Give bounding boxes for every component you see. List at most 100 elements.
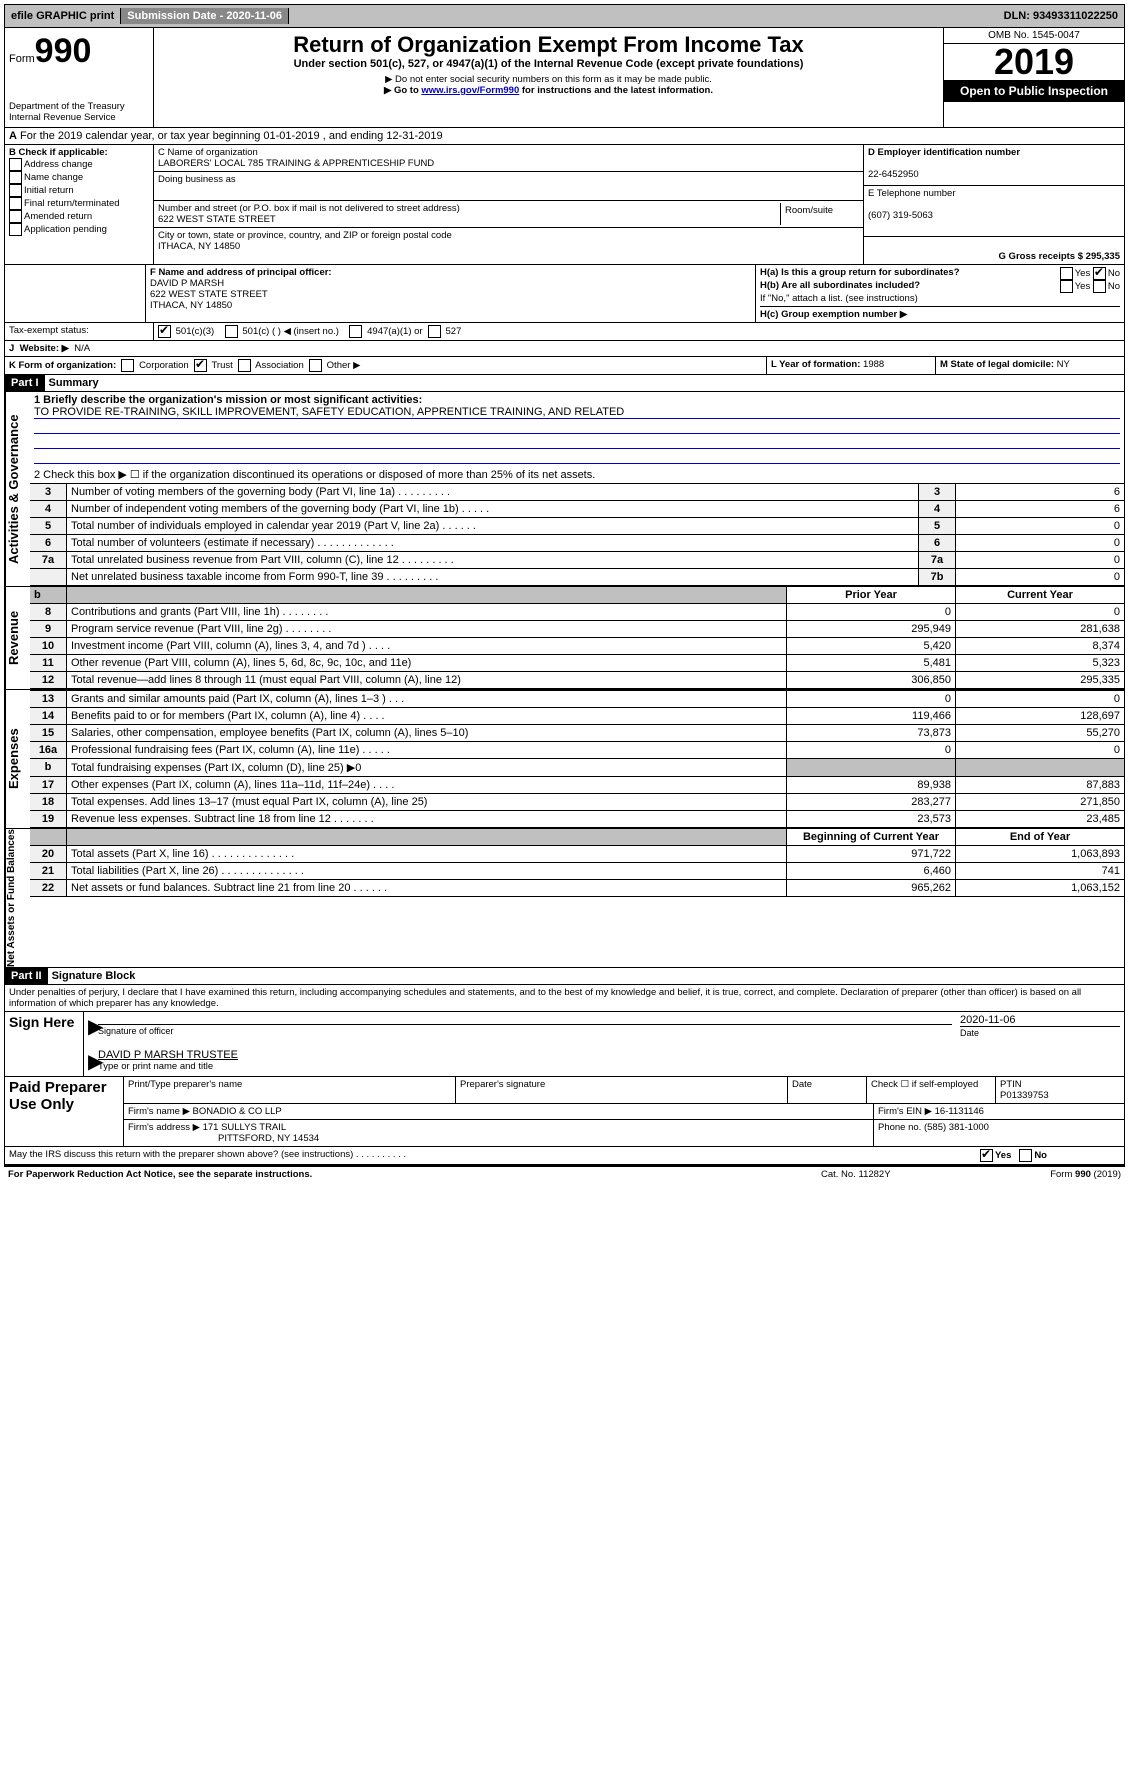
form-footer: Form 990 (2019) bbox=[981, 1169, 1121, 1180]
check-amended[interactable] bbox=[9, 210, 22, 223]
check-other[interactable] bbox=[309, 359, 322, 372]
officer-name: DAVID P MARSH bbox=[150, 278, 224, 289]
revenue-table: b Prior Year Current Year 8Contributions… bbox=[30, 587, 1124, 689]
col-end-year: End of Year bbox=[1010, 831, 1070, 843]
line-a-text: For the 2019 calendar year, or tax year … bbox=[20, 130, 443, 142]
box-h: H(a) Is this a group return for subordin… bbox=[756, 265, 1124, 322]
f-spacer bbox=[5, 265, 146, 322]
form-header: Form990 Department of the Treasury Inter… bbox=[4, 28, 1125, 128]
note-link-row: ▶ Go to www.irs.gov/Form990 for instruct… bbox=[158, 85, 939, 96]
officer-addr2: ITHACA, NY 14850 bbox=[150, 300, 232, 311]
ha-no-check[interactable] bbox=[1093, 267, 1106, 280]
firm-name-label: Firm's name ▶ bbox=[128, 1106, 190, 1117]
discuss-no-check[interactable] bbox=[1019, 1149, 1032, 1162]
city-label: City or town, state or province, country… bbox=[158, 230, 452, 241]
top-toolbar: efile GRAPHIC print Submission Date - 20… bbox=[4, 4, 1125, 28]
hb-yes-check[interactable] bbox=[1060, 280, 1073, 293]
table-row: 17Other expenses (Part IX, column (A), l… bbox=[30, 777, 1124, 794]
officer-printed-name: DAVID P MARSH TRUSTEE bbox=[98, 1049, 1120, 1061]
part2-header: Part II Signature Block bbox=[4, 968, 1125, 985]
table-row: 14Benefits paid to or for members (Part … bbox=[30, 708, 1124, 725]
paid-preparer-block: Paid Preparer Use Only Print/Type prepar… bbox=[4, 1077, 1125, 1147]
preparer-grid: Print/Type preparer's name Preparer's si… bbox=[124, 1077, 1124, 1146]
ein-value: 22-6452950 bbox=[868, 169, 919, 180]
block-tax-exempt: Tax-exempt status: 501(c)(3) 501(c) ( ) … bbox=[4, 323, 1125, 341]
box-l: L Year of formation: 1988 bbox=[766, 357, 935, 374]
tax-year: 2019 bbox=[944, 44, 1124, 80]
discuss-yes-check[interactable] bbox=[980, 1149, 993, 1162]
check-final-return[interactable] bbox=[9, 197, 22, 210]
prep-sig-label: Preparer's signature bbox=[456, 1077, 788, 1103]
gross-receipts: G Gross receipts $ 295,335 bbox=[999, 251, 1120, 262]
department-label: Department of the Treasury Internal Reve… bbox=[9, 101, 149, 123]
pra-notice: For Paperwork Reduction Act Notice, see … bbox=[8, 1169, 312, 1180]
block-klm: K Form of organization: Corporation Trus… bbox=[4, 357, 1125, 375]
addr-label: Number and street (or P.O. box if mail i… bbox=[158, 203, 460, 214]
sig-officer-label: Signature of officer bbox=[98, 1024, 952, 1036]
check-501c[interactable] bbox=[225, 325, 238, 338]
org-name: LABORERS' LOCAL 785 TRAINING & APPRENTIC… bbox=[158, 158, 434, 169]
box-e-label: E Telephone number bbox=[868, 188, 956, 199]
check-assoc[interactable] bbox=[238, 359, 251, 372]
table-row: 12Total revenue—add lines 8 through 11 (… bbox=[30, 672, 1124, 689]
room-suite-label: Room/suite bbox=[780, 203, 859, 225]
check-application-pending[interactable] bbox=[9, 223, 22, 236]
prep-self-employed: Check ☐ if self-employed bbox=[867, 1077, 996, 1103]
table-row: 11Other revenue (Part VIII, column (A), … bbox=[30, 655, 1124, 672]
sig-date-value: 2020-11-06 bbox=[960, 1014, 1120, 1026]
hb-label: H(b) Are all subordinates included? bbox=[760, 280, 920, 291]
netassets-block: Net Assets or Fund Balances Beginning of… bbox=[4, 829, 1125, 968]
instructions-link[interactable]: www.irs.gov/Form990 bbox=[421, 85, 519, 96]
note2-pre: ▶ Go to bbox=[384, 85, 421, 96]
check-501c3[interactable] bbox=[158, 325, 171, 338]
firm-phone-label: Phone no. bbox=[878, 1122, 921, 1133]
check-name-change[interactable] bbox=[9, 171, 22, 184]
check-corp[interactable] bbox=[121, 359, 134, 372]
firm-name: BONADIO & CO LLP bbox=[193, 1106, 282, 1117]
submission-date-button[interactable]: Submission Date - 2020-11-06 bbox=[121, 8, 289, 24]
sign-here-block: Sign Here ▶ Signature of officer 2020-11… bbox=[4, 1012, 1125, 1077]
firm-ein: 16-1131146 bbox=[935, 1106, 984, 1117]
check-4947[interactable] bbox=[349, 325, 362, 338]
table-row: bTotal fundraising expenses (Part IX, co… bbox=[30, 759, 1124, 777]
form-subtitle: Under section 501(c), 527, or 4947(a)(1)… bbox=[158, 58, 939, 70]
header-right: OMB No. 1545-0047 2019 Open to Public In… bbox=[943, 28, 1124, 127]
table-row: 9Program service revenue (Part VIII, lin… bbox=[30, 621, 1124, 638]
table-row: 5Total number of individuals employed in… bbox=[30, 518, 1124, 535]
dba-label: Doing business as bbox=[158, 174, 236, 185]
addr-block: Number and street (or P.O. box if mail i… bbox=[158, 203, 780, 225]
check-address-change[interactable] bbox=[9, 158, 22, 171]
check-527[interactable] bbox=[428, 325, 441, 338]
state-domicile: NY bbox=[1057, 359, 1070, 370]
city-value: ITHACA, NY 14850 bbox=[158, 241, 240, 252]
netassets-table: Beginning of Current Year End of Year 20… bbox=[30, 829, 1124, 897]
cat-no: Cat. No. 11282Y bbox=[821, 1169, 981, 1180]
box-l-label: L Year of formation: bbox=[771, 359, 860, 370]
box-k: K Form of organization: Corporation Trus… bbox=[5, 357, 766, 374]
open-public-badge: Open to Public Inspection bbox=[944, 80, 1124, 102]
efile-label: efile GRAPHIC print bbox=[5, 8, 121, 24]
q1-text: TO PROVIDE RE-TRAINING, SKILL IMPROVEMEN… bbox=[34, 406, 1120, 419]
form-word: Form bbox=[9, 53, 35, 65]
firm-addr-label: Firm's address ▶ bbox=[128, 1122, 200, 1133]
website-label: Website: ▶ bbox=[20, 343, 69, 354]
hb-no-check[interactable] bbox=[1093, 280, 1106, 293]
table-row: 6Total number of volunteers (estimate if… bbox=[30, 535, 1124, 552]
box-c: C Name of organization LABORERS' LOCAL 7… bbox=[154, 145, 864, 264]
ha-yes-check[interactable] bbox=[1060, 267, 1073, 280]
hb-note: If "No," attach a list. (see instruction… bbox=[760, 293, 1120, 304]
table-row: 7aTotal unrelated business revenue from … bbox=[30, 552, 1124, 569]
check-trust[interactable] bbox=[194, 359, 207, 372]
part2-title: Signature Block bbox=[52, 970, 136, 982]
ptin-label: PTIN bbox=[1000, 1079, 1022, 1090]
prep-name-label: Print/Type preparer's name bbox=[124, 1077, 456, 1103]
block-fh: F Name and address of principal officer:… bbox=[4, 265, 1125, 323]
vlabel-governance: Activities & Governance bbox=[5, 392, 30, 586]
declaration-text: Under penalties of perjury, I declare th… bbox=[4, 985, 1125, 1012]
note-ssn: ▶ Do not enter social security numbers o… bbox=[158, 74, 939, 85]
mission-line-2 bbox=[34, 419, 1120, 434]
mission-line-3 bbox=[34, 434, 1120, 449]
check-initial-return[interactable] bbox=[9, 184, 22, 197]
street-address: 622 WEST STATE STREET bbox=[158, 214, 276, 225]
phone-value: (607) 319-5063 bbox=[868, 210, 933, 221]
